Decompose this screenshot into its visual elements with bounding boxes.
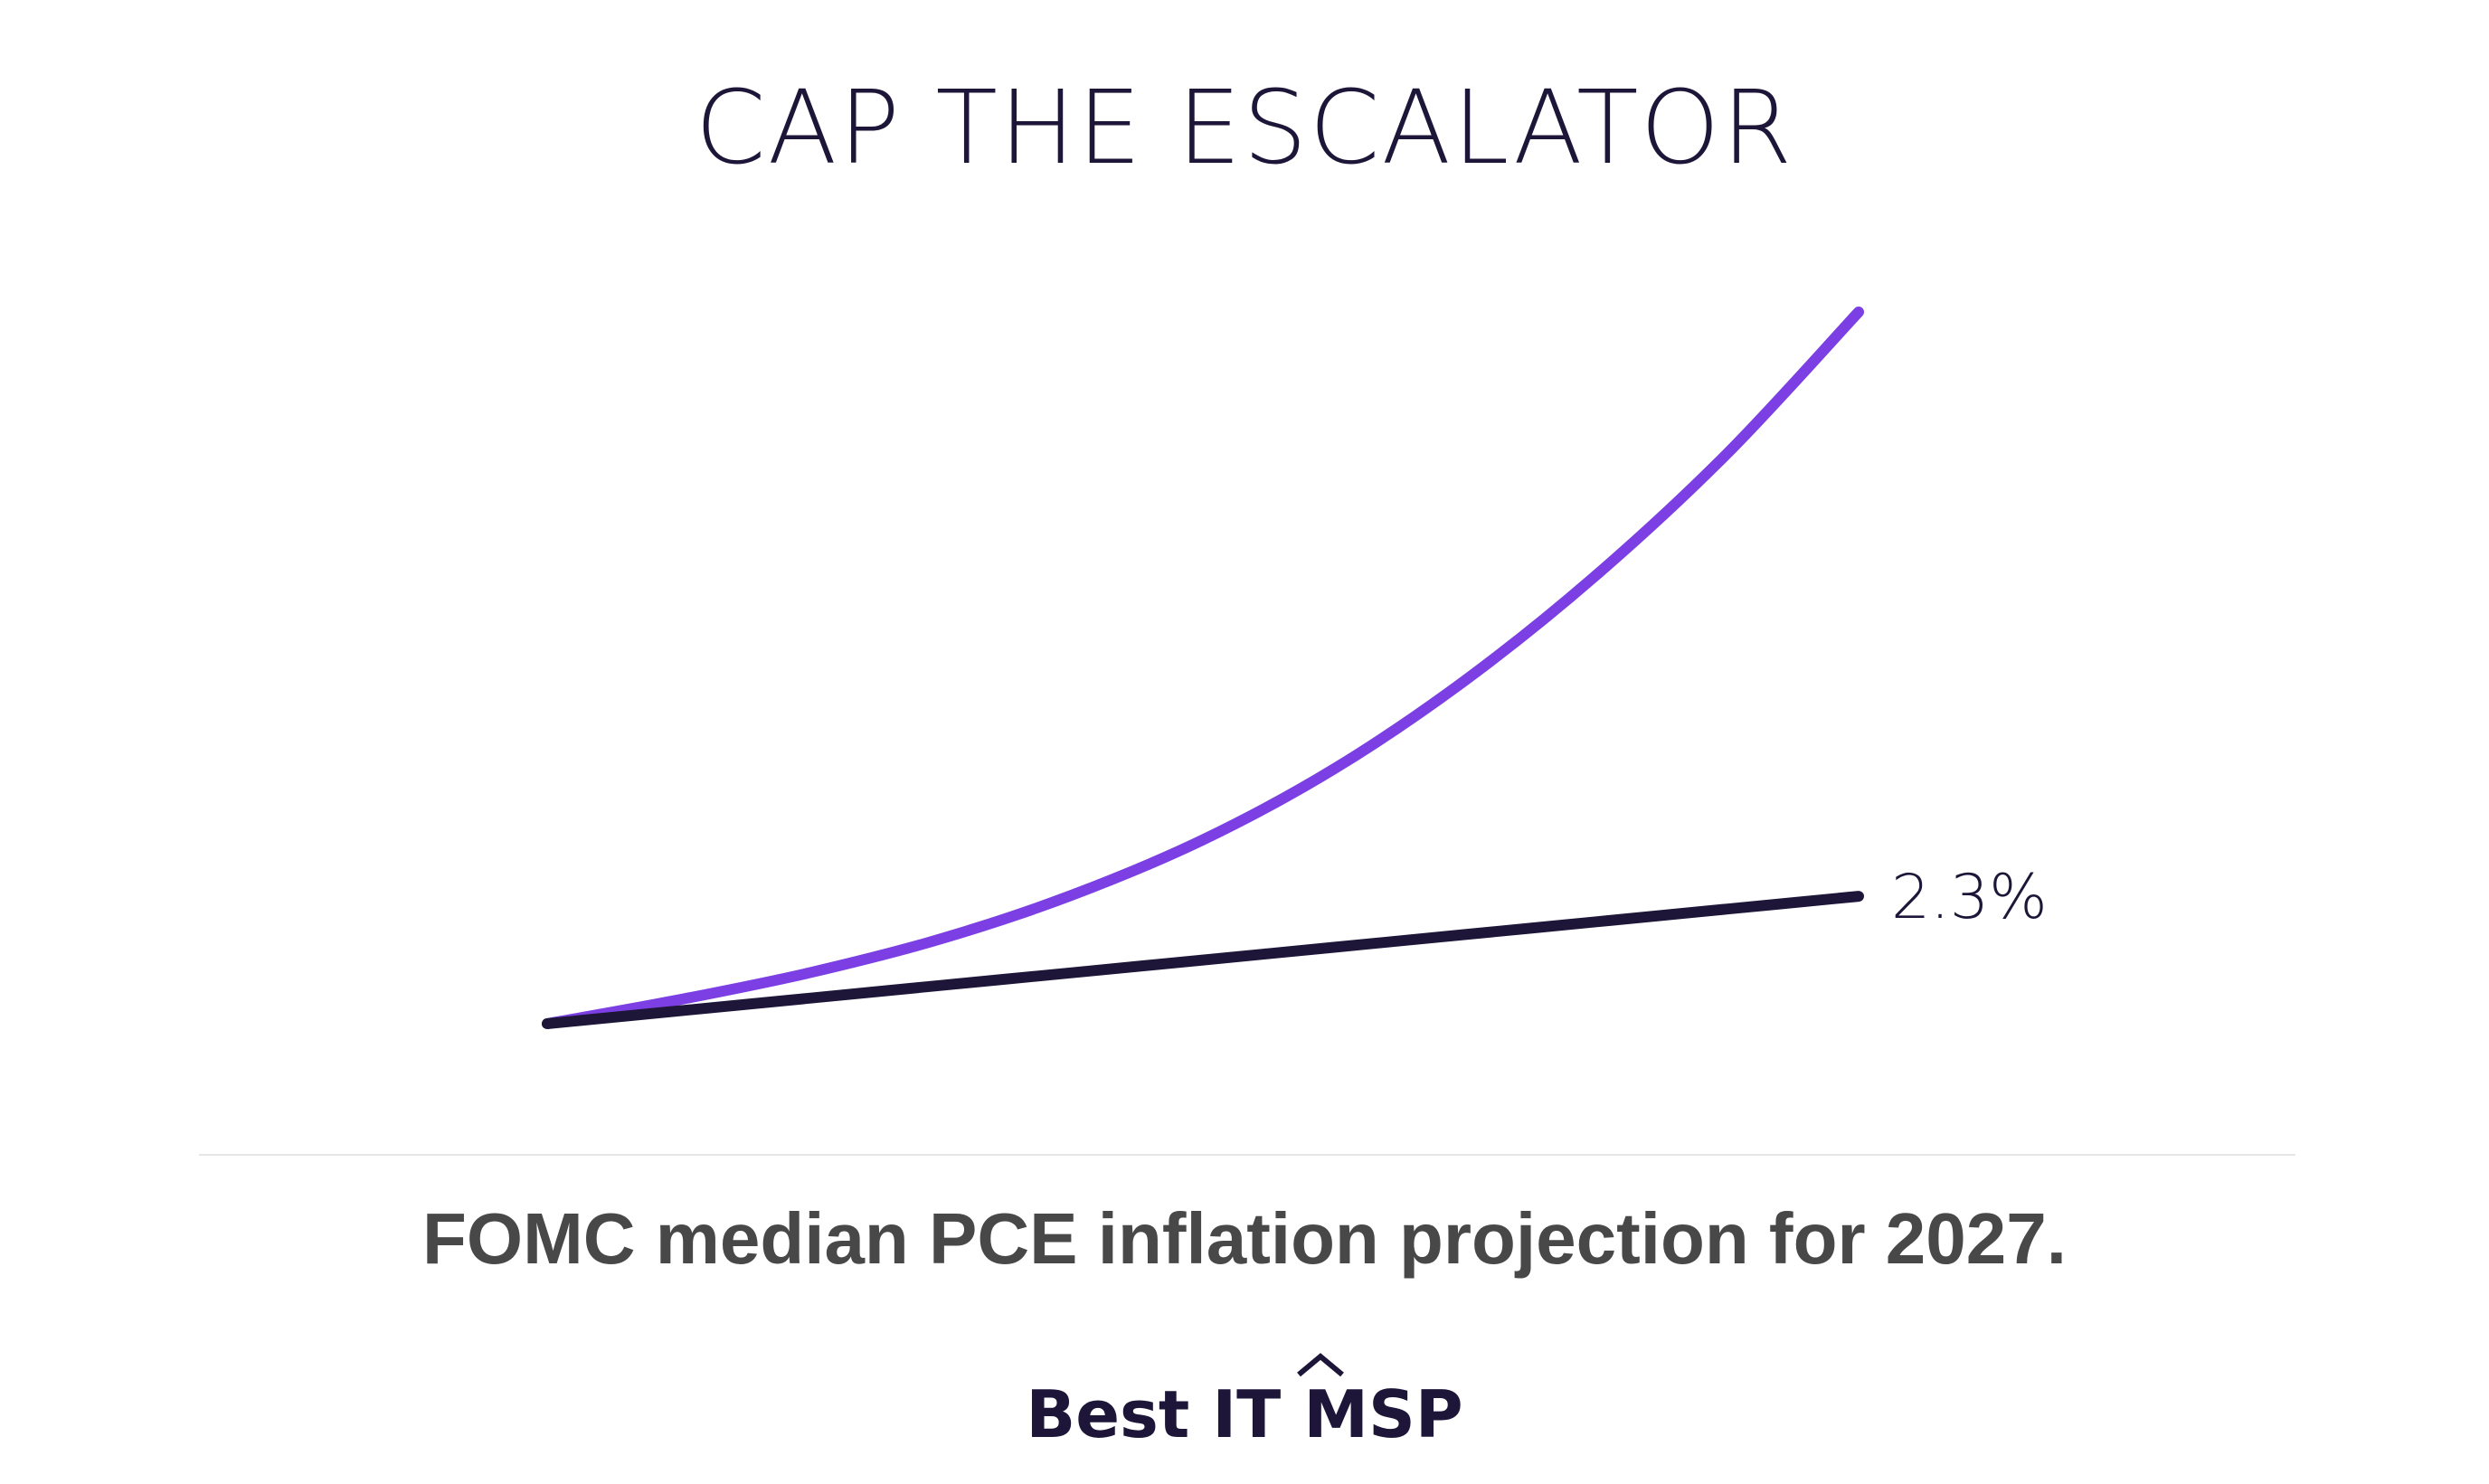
caret-up-icon [1297, 1353, 1345, 1377]
series-line-1 [542, 307, 1864, 1029]
brand-name: Best IT MSP [1026, 1353, 1463, 1447]
brand-name-text: Best IT MSP [1026, 1376, 1463, 1452]
series-line-2 [542, 891, 1864, 1029]
brand-logo: Best IT MSP [0, 1338, 2489, 1465]
series-end-label-2: 2.3% [1891, 862, 2048, 933]
divider [199, 1154, 2295, 1156]
chart-caption: FOMC median PCE inflation projection for… [421, 1198, 2067, 1279]
chart-title: CAP THE ESCALATOR [695, 70, 1794, 187]
